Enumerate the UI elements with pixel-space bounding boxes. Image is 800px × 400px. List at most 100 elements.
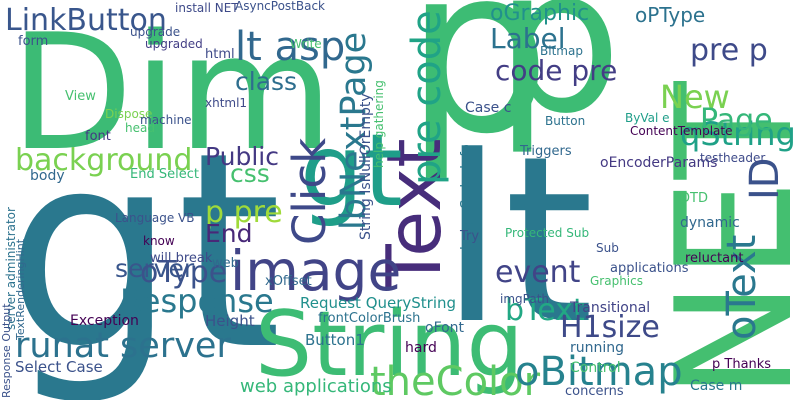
word: dynamic [680, 215, 740, 231]
word: runat server [15, 326, 231, 366]
word: New [660, 78, 730, 116]
word: ContentTemplate [630, 124, 732, 138]
word: know [143, 234, 175, 248]
word: Dim [10, 0, 334, 186]
word: oFont [425, 320, 465, 336]
word: Click [283, 138, 336, 245]
word: Label [490, 22, 566, 55]
word: code pre [495, 54, 617, 87]
word: View [65, 89, 96, 104]
word: AsyncPostBack [235, 0, 325, 13]
word: Text [370, 138, 458, 291]
word: oText [719, 235, 765, 340]
word: p [405, 0, 551, 185]
word: xOffset [265, 274, 312, 289]
word: Bitmap [540, 44, 583, 58]
word: Case c [465, 100, 511, 116]
word: LinkButton [5, 3, 167, 38]
word: reluctant [685, 251, 743, 266]
word: server administrator [4, 207, 18, 330]
word: Dispose [105, 107, 152, 121]
word: install NET [175, 1, 239, 15]
word: TextRenderingHint [14, 238, 27, 341]
word: Control [570, 360, 621, 376]
word: String [255, 292, 524, 397]
word: running [570, 340, 624, 356]
word: NET [641, 80, 800, 400]
word: upgrade [130, 25, 180, 39]
word: xhtml1 [205, 96, 247, 110]
word: oEncoderParams [600, 155, 717, 171]
word: gt [5, 94, 282, 400]
word: Public [205, 142, 279, 171]
word: Try [459, 229, 479, 244]
word: will break [150, 251, 213, 266]
word: oType [140, 255, 227, 290]
word: web applications [240, 376, 392, 397]
word: Transitional [569, 300, 650, 316]
word: DTD [680, 191, 708, 206]
word: machine [140, 113, 192, 127]
word: ID [742, 157, 788, 200]
word: css [230, 159, 270, 188]
word: pre code [404, 10, 450, 185]
word: gt [300, 112, 403, 229]
word: Response Output [0, 303, 13, 398]
word: oGraphic [490, 1, 589, 26]
word: body [30, 168, 65, 184]
word: Select Case [15, 358, 103, 376]
word: ImageCodecInfo [459, 144, 474, 250]
word: font [85, 129, 111, 144]
word: lt asp [235, 24, 345, 70]
word: lt [440, 108, 594, 375]
word: String IsNullOrEmpty [358, 93, 374, 240]
word: Sub [596, 241, 619, 255]
word: web [212, 256, 239, 271]
word: Write [290, 37, 322, 51]
word: html [205, 47, 235, 62]
word: ByVal e [625, 111, 670, 125]
word: frontColorBrush [318, 311, 420, 326]
word: theColor [370, 359, 541, 400]
word: hard [405, 340, 437, 356]
word: help gathering [372, 80, 386, 168]
word: form [18, 34, 48, 49]
word: applications [610, 261, 689, 276]
word: Triggers [519, 144, 572, 159]
word: lbNextPage [334, 32, 374, 230]
word: Request QueryString [300, 294, 456, 312]
word: Language VB [115, 211, 194, 225]
word: pre p [690, 33, 768, 68]
word: Button1 [305, 331, 365, 349]
word: qString [680, 115, 796, 153]
word: Button [545, 114, 585, 128]
word: Exception [70, 313, 139, 329]
word: oPType [635, 3, 705, 27]
word: Protected Sub [505, 226, 589, 240]
word: server [115, 254, 195, 283]
word: bText [505, 293, 585, 328]
word: Response [120, 282, 274, 320]
word: testheader [700, 151, 765, 165]
word: End Select [130, 167, 199, 182]
word: image [230, 239, 401, 303]
word: Case m [690, 378, 742, 394]
word: End [205, 219, 253, 248]
word: concerns [565, 384, 624, 399]
word: p pre [205, 195, 283, 230]
word: class [235, 67, 297, 96]
word: Page [700, 103, 773, 138]
word: Graphics [590, 274, 643, 288]
word: p [495, 0, 622, 158]
word: imgPath [500, 292, 549, 306]
word: event [495, 255, 581, 290]
word: head [125, 121, 155, 135]
word: H1size [560, 310, 660, 345]
word: Height [205, 312, 255, 330]
word: upgraded [145, 37, 203, 51]
word: p Thanks [712, 357, 771, 372]
word: background [15, 143, 192, 178]
word: oBitmap [515, 349, 683, 395]
